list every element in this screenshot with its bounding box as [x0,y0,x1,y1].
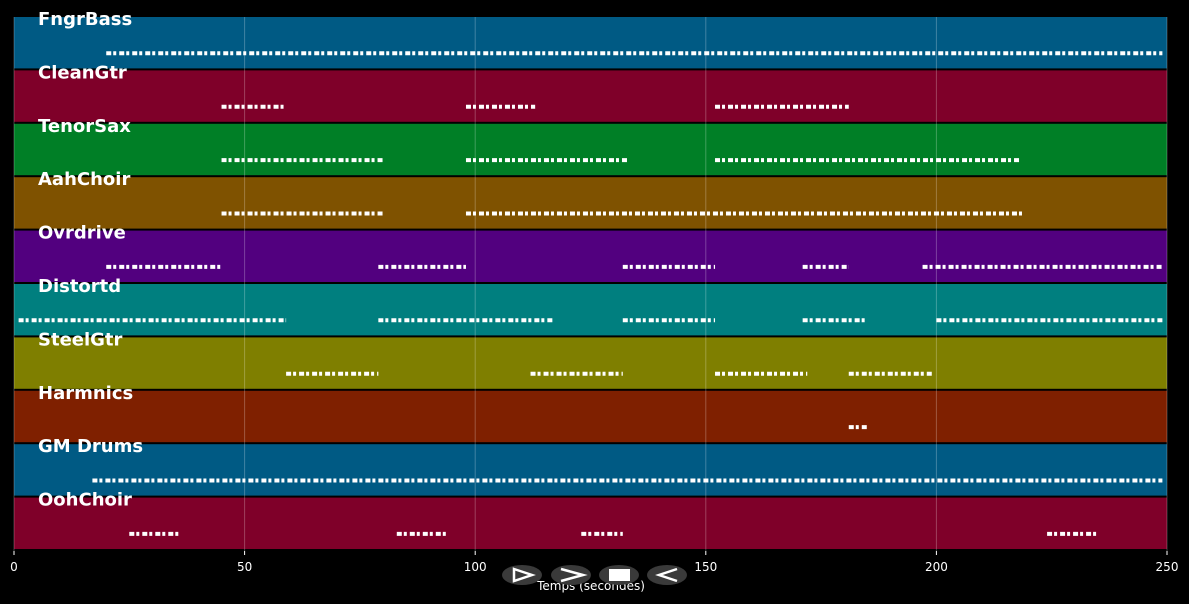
track-label: FngrBass [38,9,132,30]
x-tick-label: 100 [464,560,487,574]
track-label: TenorSax [38,116,131,137]
track-band [14,230,1167,282]
track-band [14,497,1167,549]
track-label: GM Drums [38,436,143,457]
track-band [14,444,1167,496]
track-label: OohChoir [38,490,132,511]
track-band [14,177,1167,229]
x-tick-label: 250 [1156,560,1179,574]
track-label: SteelGtr [38,329,123,350]
track-band [14,390,1167,443]
x-tick-label: 150 [694,560,717,574]
track-label: AahChoir [38,169,130,190]
track-label: CleanGtr [38,62,127,83]
track-band [14,17,1167,69]
x-tick-label: 0 [10,560,18,574]
track-band [14,337,1167,389]
plot-area: 0 50 100 150 200 250 FngrBass CleanGtr TenorSax A… [10,9,1178,574]
playback-controls [502,565,687,585]
track-band [14,123,1167,176]
track-label: Harmnics [38,383,133,404]
track-band [14,70,1167,122]
play-button[interactable] [502,565,542,585]
x-tick-label: 50 [237,560,252,574]
track-label: Distortd [38,276,121,297]
forward-button[interactable] [551,565,591,585]
stop-button[interactable] [599,565,639,585]
rewind-button[interactable] [647,565,687,585]
x-tick-label: 200 [925,560,948,574]
track-label: Ovrdrive [38,223,126,244]
track-band [14,284,1167,336]
